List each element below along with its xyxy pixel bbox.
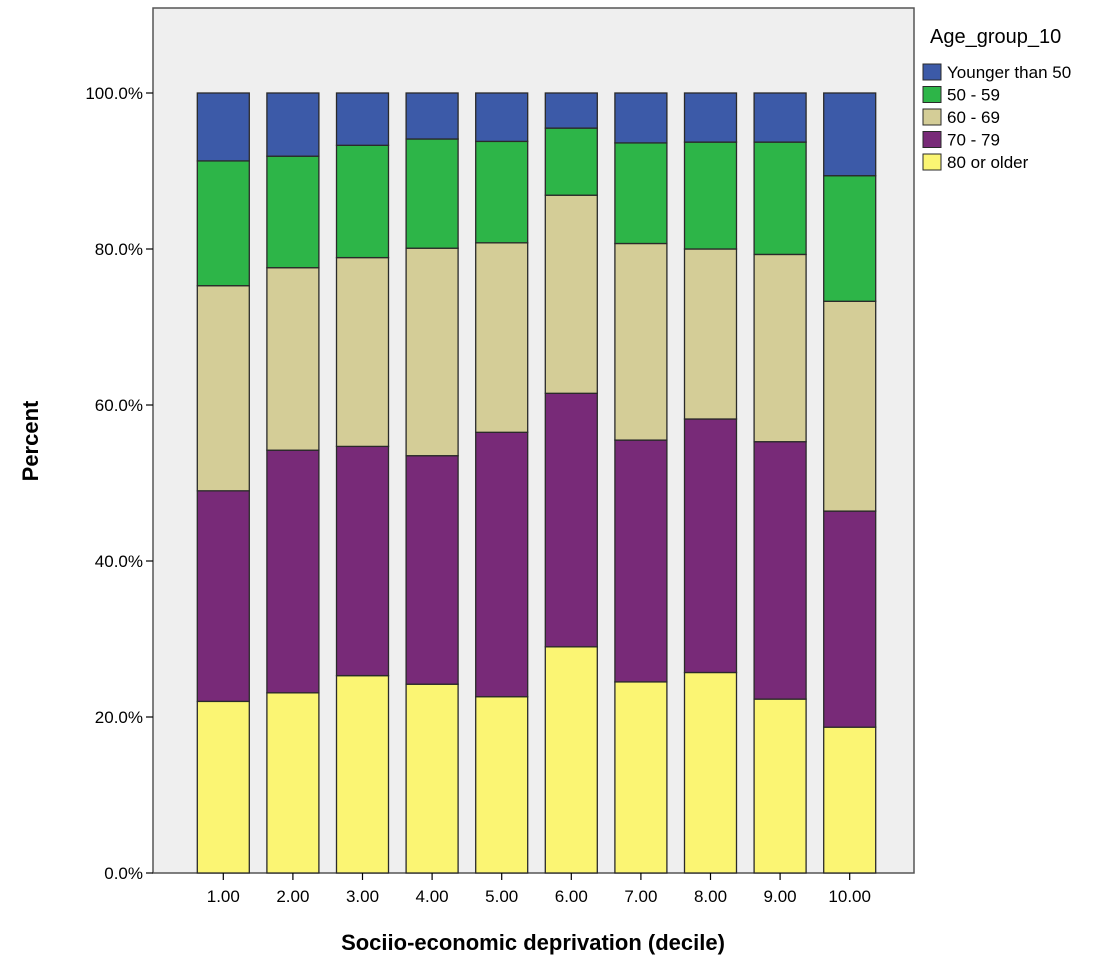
bar-segment-6.00-60-69 bbox=[544, 194, 598, 394]
bar-segment-7.00-younger-than-50 bbox=[614, 92, 668, 144]
x-tick-label: 6.00 bbox=[555, 887, 588, 906]
y-tick-label: 80.0% bbox=[95, 240, 143, 259]
x-tick-label: 8.00 bbox=[694, 887, 727, 906]
legend-swatch bbox=[922, 153, 942, 171]
legend-swatch bbox=[922, 86, 942, 103]
bar-segment-9.00-60-69 bbox=[753, 253, 807, 443]
bar-segment-2.00-younger-than-50 bbox=[266, 92, 320, 157]
bar-segment-2.00-50-59 bbox=[266, 155, 320, 269]
bar-segment-1.00-50-59 bbox=[196, 160, 250, 287]
bar-segment-3.00-70-79 bbox=[335, 445, 390, 677]
bar-segment-9.00-80-or-older bbox=[753, 698, 807, 874]
bar-segment-9.00-younger-than-50 bbox=[753, 92, 807, 143]
bar-segment-1.00-60-69 bbox=[196, 285, 250, 492]
x-tick-label: 1.00 bbox=[207, 887, 240, 906]
bar-segment-2.00-60-69 bbox=[266, 267, 320, 451]
legend-label: 80 or older bbox=[947, 153, 1029, 172]
x-tick-label: 3.00 bbox=[346, 887, 379, 906]
bar-segment-3.00-60-69 bbox=[335, 256, 390, 448]
bar-segment-1.00-younger-than-50 bbox=[196, 92, 250, 162]
bar-segment-6.00-70-79 bbox=[544, 392, 598, 648]
x-axis-title: Sociio-economic deprivation (decile) bbox=[341, 930, 725, 955]
bar-segment-3.00-younger-than-50 bbox=[335, 92, 390, 146]
x-tick-label: 9.00 bbox=[764, 887, 797, 906]
bar-segment-7.00-50-59 bbox=[614, 142, 668, 245]
bar-segment-8.00-60-69 bbox=[683, 248, 738, 420]
bar-segment-5.00-80-or-older bbox=[475, 696, 529, 874]
y-tick-label: 60.0% bbox=[95, 396, 143, 415]
legend-swatch bbox=[922, 108, 942, 126]
y-tick-label: 20.0% bbox=[95, 708, 143, 727]
bar-segment-8.00-80-or-older bbox=[683, 671, 738, 874]
bar-segment-4.00-80-or-older bbox=[405, 683, 459, 874]
bar-segment-9.00-70-79 bbox=[753, 441, 807, 700]
bar-segment-3.00-50-59 bbox=[335, 144, 390, 259]
y-axis-title: Percent bbox=[18, 400, 43, 481]
bar-segment-6.00-50-59 bbox=[544, 127, 598, 196]
bar-segment-7.00-70-79 bbox=[614, 439, 668, 683]
bar-segment-10.00-50-59 bbox=[823, 175, 877, 302]
legend-label: 60 - 69 bbox=[947, 108, 1000, 127]
legend-swatch bbox=[922, 63, 942, 81]
bar-segment-4.00-younger-than-50 bbox=[405, 92, 459, 140]
bar-segment-8.00-50-59 bbox=[683, 141, 738, 250]
legend-swatch bbox=[922, 131, 942, 148]
bar-segment-2.00-70-79 bbox=[266, 449, 320, 694]
x-tick-label: 4.00 bbox=[416, 887, 449, 906]
bars-layer bbox=[196, 92, 877, 874]
bar-segment-6.00-younger-than-50 bbox=[544, 92, 598, 129]
bar-segment-10.00-60-69 bbox=[823, 300, 877, 512]
bar-segment-2.00-80-or-older bbox=[266, 692, 320, 874]
bar-segment-8.00-70-79 bbox=[683, 418, 738, 674]
legend-label: 70 - 79 bbox=[947, 131, 1000, 150]
x-tick-label: 7.00 bbox=[624, 887, 657, 906]
bar-segment-9.00-50-59 bbox=[753, 141, 807, 256]
legend-label: Younger than 50 bbox=[947, 63, 1071, 82]
legend-title: Age_group_10 bbox=[930, 26, 1061, 48]
x-axis: 1.00 2.00 3.00 4.00 5.00 6.00 7.00 8.00 9.00 10.0… bbox=[207, 873, 871, 906]
bar-segment-6.00-80-or-older bbox=[544, 646, 598, 874]
x-tick-label: 5.00 bbox=[485, 887, 518, 906]
bar-segment-5.00-70-79 bbox=[475, 431, 529, 698]
y-tick-label: 40.0% bbox=[95, 552, 143, 571]
bar-segment-10.00-younger-than-50 bbox=[823, 92, 877, 177]
bar-segment-5.00-60-69 bbox=[475, 242, 529, 433]
y-tick-label: 100.0% bbox=[85, 84, 143, 103]
bar-segment-5.00-younger-than-50 bbox=[475, 92, 529, 143]
bar-segment-1.00-80-or-older bbox=[196, 700, 250, 874]
bar-segment-4.00-50-59 bbox=[405, 138, 459, 249]
y-tick-label: 0.0% bbox=[104, 864, 143, 883]
bar-segment-8.00-younger-than-50 bbox=[683, 92, 738, 143]
x-tick-label: 10.00 bbox=[828, 887, 871, 906]
bar-segment-5.00-50-59 bbox=[475, 140, 529, 244]
bar-segment-7.00-80-or-older bbox=[614, 681, 668, 874]
legend-label: 50 - 59 bbox=[947, 86, 1000, 105]
bar-segment-10.00-70-79 bbox=[823, 510, 877, 728]
bar-segment-4.00-70-79 bbox=[405, 455, 459, 685]
bar-segment-7.00-60-69 bbox=[614, 242, 668, 441]
x-tick-label: 2.00 bbox=[276, 887, 309, 906]
y-axis: 0.0% 20.0% 40.0% 60.0% 80.0% 100.0% bbox=[85, 84, 153, 883]
bar-segment-3.00-80-or-older bbox=[335, 675, 390, 874]
bar-segment-1.00-70-79 bbox=[196, 490, 250, 703]
bar-segment-4.00-60-69 bbox=[405, 247, 459, 457]
legend: Age_group_10 Younger than 50 50 - 59 60 - … bbox=[922, 26, 1071, 172]
bar-segment-10.00-80-or-older bbox=[823, 726, 877, 874]
